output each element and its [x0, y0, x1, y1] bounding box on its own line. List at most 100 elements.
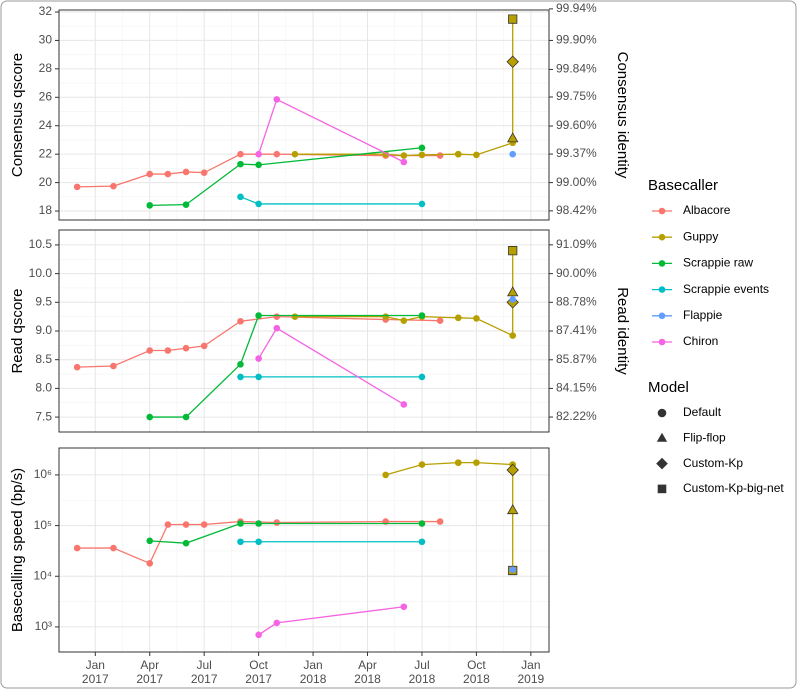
point	[255, 150, 262, 158]
x-tick-label: Oct 2018	[463, 658, 490, 686]
y-tick-label: 10³	[35, 619, 52, 633]
point	[255, 538, 262, 546]
point	[255, 631, 262, 639]
model-point	[508, 246, 518, 256]
y-axis-label: Consensus qscore	[9, 53, 26, 177]
y-axis-label: Basecalling speed (bp/s)	[9, 468, 26, 632]
point	[110, 544, 117, 552]
y2-tick-label: 99.00%	[556, 175, 597, 189]
model-point	[508, 14, 518, 24]
point	[273, 519, 281, 526]
point	[509, 332, 517, 339]
legend-key-shape	[657, 408, 667, 418]
point	[164, 170, 172, 178]
y2-tick-label: 90.00%	[556, 266, 597, 280]
point	[454, 150, 462, 158]
point	[382, 471, 389, 479]
point	[237, 373, 244, 381]
legend-key-shape	[656, 457, 668, 470]
y-tick-label: 30	[39, 33, 53, 47]
panel-border	[58, 229, 550, 433]
legend-title: Basecaller	[648, 177, 718, 194]
legend-key-point	[658, 312, 666, 320]
point	[473, 459, 480, 466]
point	[237, 360, 244, 368]
y-tick-label: 22	[39, 146, 53, 160]
y2-tick-label: 87.41%	[556, 323, 597, 337]
point	[400, 603, 408, 611]
point	[182, 201, 190, 208]
x-tick-label: Jan 2017	[81, 658, 109, 686]
point	[146, 202, 154, 209]
point	[255, 161, 262, 169]
point	[73, 544, 81, 552]
legend-key-point	[658, 286, 666, 293]
legend-key-point	[658, 260, 666, 267]
point	[291, 150, 299, 158]
point	[400, 317, 408, 324]
legend-key-point	[658, 207, 666, 215]
y2-tick-label: 85.87%	[556, 352, 597, 366]
legend-key-point	[658, 338, 666, 346]
point	[400, 158, 408, 166]
point	[237, 520, 244, 527]
point	[200, 521, 208, 528]
point	[436, 152, 444, 159]
point	[182, 521, 190, 528]
legend-label: Custom-Kp	[683, 456, 743, 470]
point	[273, 324, 281, 332]
point	[255, 355, 262, 362]
y-tick-label: 10⁴	[33, 568, 52, 582]
point	[454, 314, 462, 322]
point	[418, 200, 426, 208]
point	[110, 182, 117, 190]
legend-title: Model	[648, 379, 689, 396]
y-tick-label: 28	[39, 61, 53, 75]
point	[200, 169, 208, 176]
point	[273, 96, 281, 103]
model-point	[506, 55, 519, 68]
point	[255, 373, 262, 381]
point	[200, 342, 208, 350]
y-tick-label: 10⁶	[34, 467, 52, 481]
y2-tick-label: 82.22%	[556, 409, 597, 423]
legend-key-shape	[656, 432, 668, 442]
y2-tick-label: 99.75%	[556, 89, 597, 103]
x-tick-label: Jan 2019	[517, 658, 545, 686]
series-line	[385, 461, 514, 571]
y-tick-label: 10⁵	[34, 518, 52, 532]
point	[418, 151, 426, 159]
point	[237, 538, 244, 546]
point	[182, 539, 190, 547]
point	[73, 363, 81, 371]
point	[146, 170, 154, 178]
y-tick-label: 20	[39, 175, 53, 189]
point	[237, 160, 244, 168]
model-point	[506, 132, 519, 143]
point	[473, 315, 480, 322]
series-line	[77, 153, 441, 188]
point	[237, 150, 244, 158]
point	[418, 538, 426, 546]
x-tick-label: Jan 2018	[299, 658, 327, 686]
point	[436, 317, 444, 324]
legend-label: Scrappie events	[683, 282, 769, 296]
point	[509, 296, 517, 303]
y2-tick-label: 99.84%	[556, 62, 597, 76]
y-tick-label: 10.5	[29, 237, 53, 251]
point	[418, 461, 426, 468]
point	[146, 560, 154, 567]
series-line	[77, 316, 441, 368]
legend-label: Albacore	[683, 203, 731, 217]
legend-label: Scrappie raw	[683, 256, 753, 270]
x-tick-label: Oct 2017	[245, 658, 272, 686]
point	[291, 313, 299, 320]
legend-key-shape	[657, 484, 667, 494]
model-point	[506, 463, 519, 477]
y2-axis-label: Consensus identity	[614, 52, 631, 179]
point	[146, 413, 154, 421]
legend-key-point	[658, 233, 666, 241]
panel-border	[58, 447, 550, 653]
point	[237, 317, 244, 325]
